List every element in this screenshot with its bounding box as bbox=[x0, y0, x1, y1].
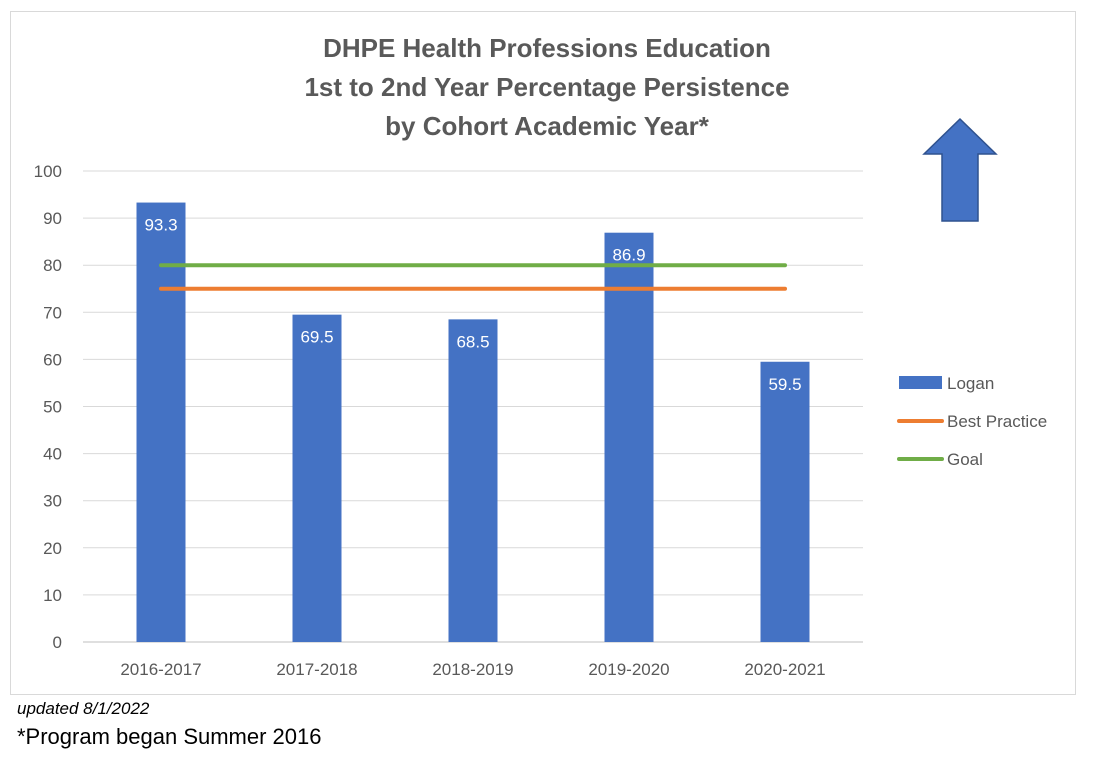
y-tick-label: 80 bbox=[43, 256, 62, 275]
y-tick-label: 50 bbox=[43, 398, 62, 417]
legend-swatch-logan bbox=[899, 376, 942, 389]
y-tick-label: 70 bbox=[43, 303, 62, 322]
chart-frame bbox=[10, 11, 1076, 695]
y-tick-label: 10 bbox=[43, 586, 62, 605]
legend-label: Goal bbox=[947, 450, 983, 469]
x-tick-label: 2016-2017 bbox=[120, 660, 201, 679]
bar-data-label: 68.5 bbox=[456, 332, 489, 351]
y-tick-label: 60 bbox=[43, 350, 62, 369]
y-tick-label: 0 bbox=[53, 633, 62, 652]
chart-title-line-1: DHPE Health Professions Education bbox=[323, 33, 771, 63]
bar-2020-2021 bbox=[760, 361, 810, 642]
y-tick-label: 90 bbox=[43, 209, 62, 228]
x-tick-label: 2018-2019 bbox=[432, 660, 513, 679]
chart-title-line-2: 1st to 2nd Year Percentage Persistence bbox=[304, 72, 790, 102]
bar-data-label: 59.5 bbox=[768, 375, 801, 394]
bar-data-label: 69.5 bbox=[300, 328, 333, 347]
x-tick-label: 2017-2018 bbox=[276, 660, 357, 679]
bar-2019-2020 bbox=[604, 232, 654, 643]
bar-data-label: 93.3 bbox=[144, 216, 177, 235]
x-tick-label: 2019-2020 bbox=[588, 660, 669, 679]
chart-title-line-3: by Cohort Academic Year* bbox=[385, 111, 709, 141]
bar-2018-2019 bbox=[448, 319, 498, 642]
legend-label: Best Practice bbox=[947, 412, 1047, 431]
x-tick-label: 2020-2021 bbox=[744, 660, 825, 679]
bar-data-label: 86.9 bbox=[612, 246, 645, 265]
legend-label: Logan bbox=[947, 374, 994, 393]
y-tick-label: 40 bbox=[43, 445, 62, 464]
y-tick-label: 100 bbox=[34, 162, 62, 181]
y-tick-label: 30 bbox=[43, 492, 62, 511]
up-arrow-icon bbox=[922, 117, 998, 222]
bar-2017-2018 bbox=[292, 314, 342, 642]
footnote-updated: updated 8/1/2022 bbox=[17, 699, 150, 718]
bar-2016-2017 bbox=[136, 202, 186, 642]
y-tick-label: 20 bbox=[43, 539, 62, 558]
footnote-program: *Program began Summer 2016 bbox=[17, 724, 322, 749]
